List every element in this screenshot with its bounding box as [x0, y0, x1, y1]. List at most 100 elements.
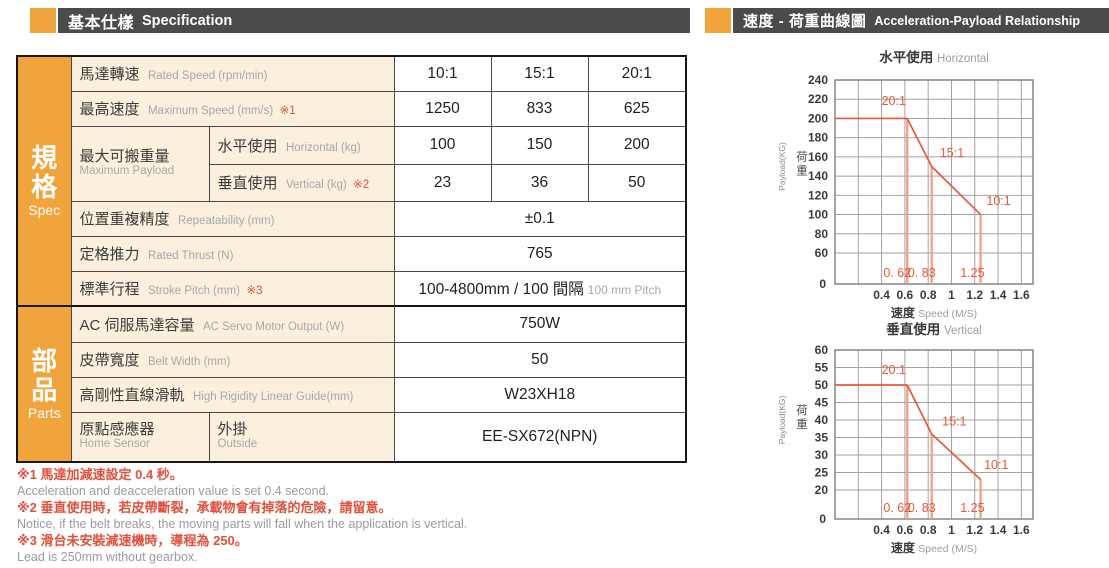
x-tick-label: 1.6: [1013, 523, 1030, 537]
footnote-2-zh: ※2 垂直使用時，若皮帶斷裂，承載物會有掉落的危險，請留意。: [17, 500, 392, 515]
footnote-1-en: Acceleration and deacceleration value is…: [17, 484, 329, 498]
x-tick-label: 1.2: [966, 288, 983, 302]
footnote-mark-2: ※2: [353, 179, 370, 191]
series-label-15:1: 15:1: [942, 415, 966, 429]
value-payload-vertical-1: 23: [393, 163, 492, 202]
chart-title: 垂直使用 Vertical: [886, 321, 981, 337]
x-tick-label: 1: [948, 288, 955, 302]
y-tick-label: 240: [808, 73, 828, 87]
x-axis-label: 速度 Speed (M/S): [891, 305, 977, 320]
value-belt-width: 50: [393, 341, 687, 378]
chart-grid: [835, 349, 1033, 519]
vertical-payload-chart: 60 55 50 45 40 35 30 25 20 0 0.4 0.6 0.8 1 1.2 1.4 1.6 垂直…: [775, 318, 1085, 566]
y-tick-label: 60: [815, 343, 829, 357]
value-payload-horizontal-2: 150: [490, 125, 589, 165]
label-rated-speed: 馬達轉速 Rated Speed (rpm/min): [70, 55, 395, 92]
chart-header-title-zh: 速度 - 荷重曲線圖: [743, 13, 867, 30]
section-label-parts: 部品 Parts: [16, 305, 72, 463]
x-tick-label: 1.4: [990, 523, 1007, 537]
label-servo-output: AC 伺服馬達容量 AC Servo Motor Output (W): [70, 305, 395, 343]
y-tick-label: 45: [815, 396, 829, 410]
horizontal-payload-chart: 240 220 200 180 160 140 120 100 80 60 0 0.4 0.6 0.8 1 1…: [775, 46, 1085, 324]
x-tick-label: 1.2: [966, 523, 983, 537]
series-label-10:1: 10:1: [986, 194, 1010, 208]
value-rated-speed-1: 10:1: [393, 55, 492, 92]
label-repeatability: 位置重複精度 Repeatability (mm): [70, 200, 395, 237]
chart-section-header: 速度 - 荷重曲線圖 Acceleration-Payload Relation…: [705, 8, 1109, 33]
series-label-20:1: 20:1: [882, 363, 906, 377]
y-tick-label: 40: [815, 413, 829, 427]
chart-title: 水平使用 Horizontal: [879, 49, 989, 65]
payload-curve-15:1: [906, 384, 933, 435]
y-tick-label: 160: [808, 150, 828, 164]
orange-square-icon: [30, 8, 56, 33]
footnote-mark-1: ※1: [279, 105, 296, 117]
x-tick-label: 1.6: [1013, 288, 1030, 302]
value-rated-speed-2: 15:1: [490, 55, 589, 92]
y-tick-label: 50: [815, 378, 829, 392]
y-axis-label-zh: 荷: [796, 404, 808, 417]
chart-svg: 60 55 50 45 40 35 30 25 20 0 0.4 0.6 0.8 1 1.2 1.4 1.6 垂直…: [777, 321, 1034, 555]
table-row: 最大可搬重量 Maximum Payload 水平使用 Horizontal (…: [17, 125, 687, 202]
label-max-payload: 最大可搬重量 Maximum Payload: [70, 125, 210, 202]
payload-curve-10:1: [931, 165, 982, 216]
payload-curve-10:1: [931, 433, 982, 481]
value-rated-speed-3: 20:1: [587, 55, 687, 92]
y-tick-label: 120: [808, 188, 828, 202]
y-axis-label-zh: 重: [796, 164, 808, 178]
y-tick-label: 200: [808, 111, 828, 125]
value-servo-output: 750W: [393, 305, 687, 343]
y-tick-label: 140: [808, 169, 828, 183]
x-tick-label: 1.4: [990, 288, 1007, 302]
footnote-1-zh: ※1 馬達加減速設定 0.4 秒。: [17, 467, 183, 482]
footnote-3-zh: ※3 滑台未安裝減速機時，導程為 250。: [17, 533, 248, 548]
y-origin-label: 0: [819, 512, 826, 526]
table-row: 垂直使用 Vertical (kg) ※2 23 36 50: [17, 163, 687, 202]
label-stroke-pitch: 標準行程 Stroke Pitch (mm) ※3: [70, 270, 395, 307]
footnotes: ※1 馬達加減速設定 0.4 秒。 Acceleration and deacc…: [17, 466, 717, 565]
table-row: 定格推力 Rated Thrust (N) 765: [17, 235, 687, 272]
table-row: 原點感應器 Home Sensor 外掛 Outside EE-SX672(NP…: [17, 411, 687, 463]
x-axis-label: 速度 Speed (M/S): [891, 540, 977, 555]
y-tick-label: 180: [808, 131, 828, 145]
y-tick-label: 30: [815, 448, 829, 462]
specification-table: 規格 Spec 馬達轉速 Rated Speed (rpm/min) 10:1 …: [16, 55, 687, 463]
section-label-spec-en: Spec: [28, 201, 61, 218]
value-stroke-pitch: 100-4800mm / 100 間隔 100 mm Pitch: [393, 270, 687, 307]
drop-value-label-20:1: 0. 62: [883, 266, 911, 280]
value-max-speed-2: 833: [490, 90, 589, 127]
table-row: 高剛性直線滑軌 High Rigidity Linear Guide(mm) W…: [17, 376, 687, 413]
value-rated-thrust: 765: [393, 235, 687, 272]
y-origin-label: 0: [819, 277, 826, 291]
label-payload-horizontal: 水平使用 Horizontal (kg): [208, 125, 395, 165]
table-row: 最高速度 Maximum Speed (mm/s) ※1 1250 833 62…: [17, 90, 687, 127]
y-tick-label: 100: [808, 208, 828, 222]
spec-header-bar: 基本仕樣 Specification: [58, 8, 690, 33]
label-max-speed: 最高速度 Maximum Speed (mm/s) ※1: [70, 90, 395, 127]
table-row: 位置重複精度 Repeatability (mm) ±0.1: [17, 200, 687, 237]
y-tick-label: 60: [815, 246, 829, 260]
x-tick-label: 0.8: [920, 523, 937, 537]
table-row: 標準行程 Stroke Pitch (mm) ※3 100-4800mm / 1…: [17, 270, 687, 307]
x-tick-label: 0.8: [920, 288, 937, 302]
drop-value-label-15:1: 0. 83: [908, 501, 936, 515]
footnote-mark-3: ※3: [246, 284, 263, 297]
value-max-speed-3: 625: [587, 90, 687, 127]
orange-square-icon: [705, 8, 731, 33]
y-tick-label: 25: [815, 466, 829, 480]
label-payload-vertical: 垂直使用 Vertical (kg) ※2: [208, 163, 395, 202]
drop-value-label-10:1: 1.25: [960, 266, 984, 280]
value-repeatability: ±0.1: [393, 200, 687, 237]
x-tick-label: 0.4: [873, 288, 890, 302]
y-axis-label-zh: 重: [796, 417, 808, 431]
y-tick-label: 220: [808, 92, 828, 106]
value-payload-horizontal-3: 200: [587, 125, 687, 165]
chart-header-bar: 速度 - 荷重曲線圖 Acceleration-Payload Relation…: [733, 8, 1109, 33]
x-tick-label: 0.4: [873, 523, 890, 537]
x-tick-label: 0.6: [897, 288, 914, 302]
drop-value-label-15:1: 0. 83: [908, 266, 936, 280]
label-linear-guide: 高剛性直線滑軌 High Rigidity Linear Guide(mm): [70, 376, 395, 413]
section-label-parts-zh: 部品: [31, 346, 58, 405]
y-axis-label-en: Payload(KG): [777, 396, 787, 445]
